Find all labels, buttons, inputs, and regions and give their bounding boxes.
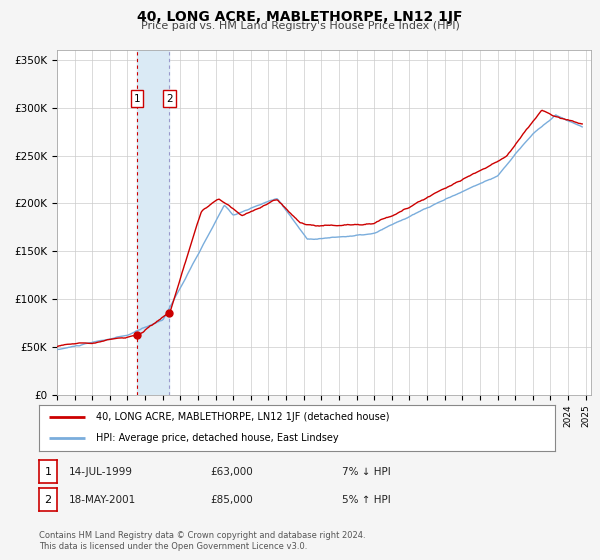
Text: 2: 2 — [44, 494, 52, 505]
Text: 7% ↓ HPI: 7% ↓ HPI — [342, 466, 391, 477]
Text: 40, LONG ACRE, MABLETHORPE, LN12 1JF (detached house): 40, LONG ACRE, MABLETHORPE, LN12 1JF (de… — [96, 412, 389, 422]
Text: 2: 2 — [166, 94, 173, 104]
Text: 40, LONG ACRE, MABLETHORPE, LN12 1JF: 40, LONG ACRE, MABLETHORPE, LN12 1JF — [137, 10, 463, 24]
Text: This data is licensed under the Open Government Licence v3.0.: This data is licensed under the Open Gov… — [39, 542, 307, 550]
Text: 1: 1 — [44, 466, 52, 477]
Text: 5% ↑ HPI: 5% ↑ HPI — [342, 494, 391, 505]
Text: Contains HM Land Registry data © Crown copyright and database right 2024.: Contains HM Land Registry data © Crown c… — [39, 531, 365, 540]
Text: £85,000: £85,000 — [210, 494, 253, 505]
Text: 18-MAY-2001: 18-MAY-2001 — [69, 494, 136, 505]
Text: Price paid vs. HM Land Registry's House Price Index (HPI): Price paid vs. HM Land Registry's House … — [140, 21, 460, 31]
Text: £63,000: £63,000 — [210, 466, 253, 477]
Text: 14-JUL-1999: 14-JUL-1999 — [69, 466, 133, 477]
Bar — [137, 50, 169, 395]
Text: 1: 1 — [134, 94, 140, 104]
Text: HPI: Average price, detached house, East Lindsey: HPI: Average price, detached house, East… — [96, 433, 338, 444]
